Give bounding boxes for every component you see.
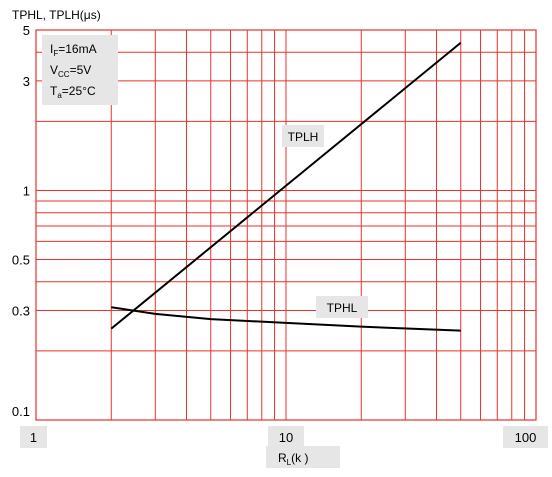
labels-layer: IF=16mA VCC=5V Ta=25°C TPLH TPHL 5 3 1 0.5 0.3 0.1… [12,8,548,468]
plot-frame [35,29,537,421]
y-tick-label: 1 [23,183,30,198]
x-tick-bg [20,426,47,448]
y-tick-label: 0.5 [12,253,30,268]
x-tick-bg [503,426,548,448]
series-label-bg [282,125,324,147]
x-tick-bg [268,426,304,448]
condition-label: VCC=5V [50,63,91,79]
conditions-box [42,35,118,105]
y-axis-label: TPHL, TPLH(μs) [12,8,101,22]
x-tick-label: 1 [30,430,37,445]
x-axis-label-bg [266,446,340,468]
x-tick-label: 10 [279,430,293,445]
condition-label: Ta=25°C [50,84,96,100]
x-tick-label: 100 [515,430,537,445]
series-label-tplh: TPLH [288,130,319,144]
condition-label: IF=16mA [50,42,97,58]
series-tplh-line [110,41,462,330]
y-tick-label: 3 [23,74,30,89]
y-tick-label: 0.3 [12,303,30,318]
series-label-tphl: TPHL [327,301,358,315]
y-tick-label: 5 [23,23,30,38]
series-layer [110,41,462,332]
x-axis-label: RL(k ) [278,451,308,467]
series-tphl-line [111,306,461,332]
grid [35,29,537,421]
y-tick-label: 0.1 [12,404,30,419]
series-label-bg [316,296,368,318]
